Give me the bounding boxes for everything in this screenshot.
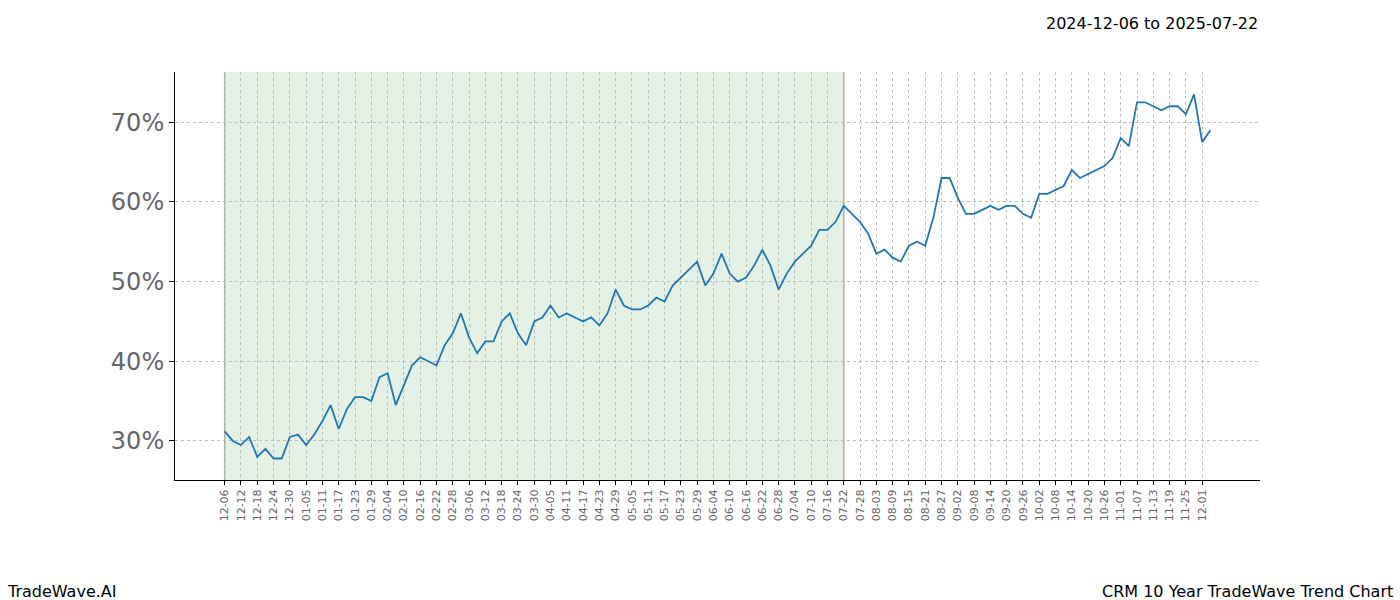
- svg-text:01-23: 01-23: [349, 489, 362, 521]
- svg-text:01-11: 01-11: [316, 489, 329, 521]
- svg-text:07-16: 07-16: [821, 489, 834, 521]
- svg-text:06-28: 06-28: [772, 489, 785, 521]
- svg-text:02-16: 02-16: [414, 489, 427, 521]
- svg-text:12-30: 12-30: [283, 489, 296, 521]
- svg-text:12-18: 12-18: [251, 489, 264, 521]
- svg-text:05-11: 05-11: [642, 489, 655, 521]
- svg-text:09-14: 09-14: [984, 489, 997, 521]
- svg-text:70%: 70%: [111, 109, 164, 137]
- svg-text:30%: 30%: [111, 427, 164, 455]
- svg-text:03-12: 03-12: [479, 489, 492, 521]
- svg-text:11-13: 11-13: [1147, 489, 1160, 521]
- svg-text:08-21: 08-21: [919, 489, 932, 521]
- svg-text:08-03: 08-03: [870, 489, 883, 521]
- svg-text:03-24: 03-24: [512, 489, 525, 521]
- svg-text:02-10: 02-10: [397, 489, 410, 521]
- svg-text:07-22: 07-22: [837, 489, 850, 521]
- svg-text:11-19: 11-19: [1163, 489, 1176, 521]
- svg-text:06-16: 06-16: [740, 489, 753, 521]
- svg-text:02-28: 02-28: [446, 489, 459, 521]
- svg-text:11-07: 11-07: [1131, 489, 1144, 521]
- svg-text:08-09: 08-09: [886, 489, 899, 521]
- svg-text:04-29: 04-29: [609, 489, 622, 521]
- svg-text:03-06: 03-06: [463, 489, 476, 521]
- svg-text:05-17: 05-17: [658, 489, 671, 521]
- svg-text:09-02: 09-02: [951, 489, 964, 521]
- svg-text:40%: 40%: [111, 348, 164, 376]
- svg-text:10-02: 10-02: [1033, 489, 1046, 521]
- svg-text:04-11: 04-11: [560, 489, 573, 521]
- svg-text:06-10: 06-10: [723, 489, 736, 521]
- svg-text:CRM 10 Year TradeWave Trend Ch: CRM 10 Year TradeWave Trend Chart: [1102, 582, 1393, 600]
- svg-text:06-22: 06-22: [756, 489, 769, 521]
- svg-text:01-17: 01-17: [332, 489, 345, 521]
- svg-text:07-04: 07-04: [788, 489, 801, 521]
- svg-text:08-27: 08-27: [935, 489, 948, 521]
- svg-text:10-20: 10-20: [1082, 489, 1095, 521]
- svg-text:04-23: 04-23: [593, 489, 606, 521]
- svg-text:11-01: 11-01: [1114, 489, 1127, 521]
- svg-text:05-05: 05-05: [626, 489, 639, 521]
- svg-text:10-08: 10-08: [1049, 489, 1062, 521]
- svg-text:02-04: 02-04: [381, 489, 394, 521]
- svg-text:06-04: 06-04: [707, 489, 720, 521]
- svg-text:01-29: 01-29: [365, 489, 378, 521]
- svg-text:05-29: 05-29: [691, 489, 704, 521]
- svg-text:2024-12-06 to 2025-07-22: 2024-12-06 to 2025-07-22: [1046, 14, 1258, 33]
- svg-text:09-20: 09-20: [1000, 489, 1013, 521]
- svg-text:09-08: 09-08: [968, 489, 981, 521]
- svg-text:50%: 50%: [111, 268, 164, 296]
- svg-text:01-05: 01-05: [300, 489, 313, 521]
- svg-text:10-14: 10-14: [1065, 489, 1078, 521]
- svg-text:12-06: 12-06: [218, 489, 231, 521]
- svg-text:07-28: 07-28: [854, 489, 867, 521]
- svg-text:09-26: 09-26: [1017, 489, 1030, 521]
- svg-text:12-12: 12-12: [235, 489, 248, 521]
- svg-text:03-30: 03-30: [528, 489, 541, 521]
- svg-text:12-01: 12-01: [1196, 489, 1209, 521]
- svg-text:05-23: 05-23: [674, 489, 687, 521]
- svg-text:10-26: 10-26: [1098, 489, 1111, 521]
- svg-text:02-22: 02-22: [430, 489, 443, 521]
- svg-text:11-25: 11-25: [1179, 489, 1192, 521]
- svg-text:08-15: 08-15: [902, 489, 915, 521]
- svg-text:07-10: 07-10: [805, 489, 818, 521]
- svg-text:60%: 60%: [111, 188, 164, 216]
- svg-text:04-17: 04-17: [577, 489, 590, 521]
- svg-text:04-05: 04-05: [544, 489, 557, 521]
- svg-text:03-18: 03-18: [495, 489, 508, 521]
- svg-text:TradeWave.AI: TradeWave.AI: [7, 582, 116, 600]
- svg-text:12-24: 12-24: [267, 489, 280, 521]
